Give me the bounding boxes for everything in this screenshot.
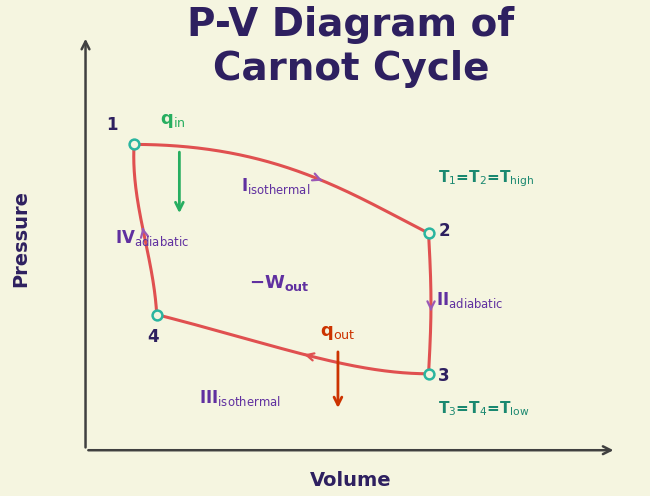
Text: 4: 4 [148, 328, 159, 346]
Point [151, 310, 162, 318]
Text: II$_{\mathsf{adiabatic}}$: II$_{\mathsf{adiabatic}}$ [436, 290, 504, 310]
Text: IV$_{\mathsf{adiabatic}}$: IV$_{\mathsf{adiabatic}}$ [114, 228, 188, 248]
Text: Pressure: Pressure [11, 189, 31, 287]
Text: III$_{\mathsf{isothermal}}$: III$_{\mathsf{isothermal}}$ [199, 388, 281, 408]
Text: 3: 3 [438, 367, 450, 385]
Text: q$_{\mathsf{out}}$: q$_{\mathsf{out}}$ [320, 324, 356, 342]
Text: P-V Diagram of
Carnot Cycle: P-V Diagram of Carnot Cycle [187, 6, 514, 88]
Text: T$_1$=T$_2$=T$_{\mathsf{high}}$: T$_1$=T$_2$=T$_{\mathsf{high}}$ [438, 169, 534, 189]
Text: T$_3$=T$_4$=T$_{\mathsf{low}}$: T$_3$=T$_4$=T$_{\mathsf{low}}$ [438, 399, 530, 418]
Text: 2: 2 [438, 222, 450, 240]
Text: q$_{\mathsf{in}}$: q$_{\mathsf{in}}$ [160, 112, 186, 129]
Text: Volume: Volume [310, 471, 392, 490]
Text: 1: 1 [107, 116, 118, 133]
Point [423, 229, 434, 237]
Point [129, 140, 139, 148]
Text: $\mathbf{-W_{out}}$: $\mathbf{-W_{out}}$ [250, 272, 310, 293]
Point [423, 370, 434, 378]
Text: I$_{\mathsf{isothermal}}$: I$_{\mathsf{isothermal}}$ [241, 177, 310, 196]
